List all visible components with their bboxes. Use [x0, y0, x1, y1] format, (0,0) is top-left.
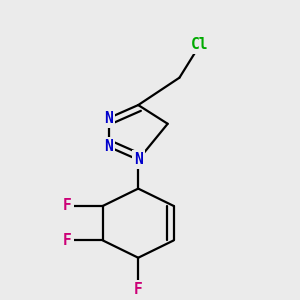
Text: N: N: [104, 139, 113, 154]
Text: N: N: [104, 110, 113, 125]
Text: F: F: [134, 282, 142, 297]
Text: Cl: Cl: [191, 37, 209, 52]
Text: N: N: [134, 152, 142, 167]
Text: F: F: [63, 198, 72, 213]
Text: F: F: [63, 233, 72, 248]
